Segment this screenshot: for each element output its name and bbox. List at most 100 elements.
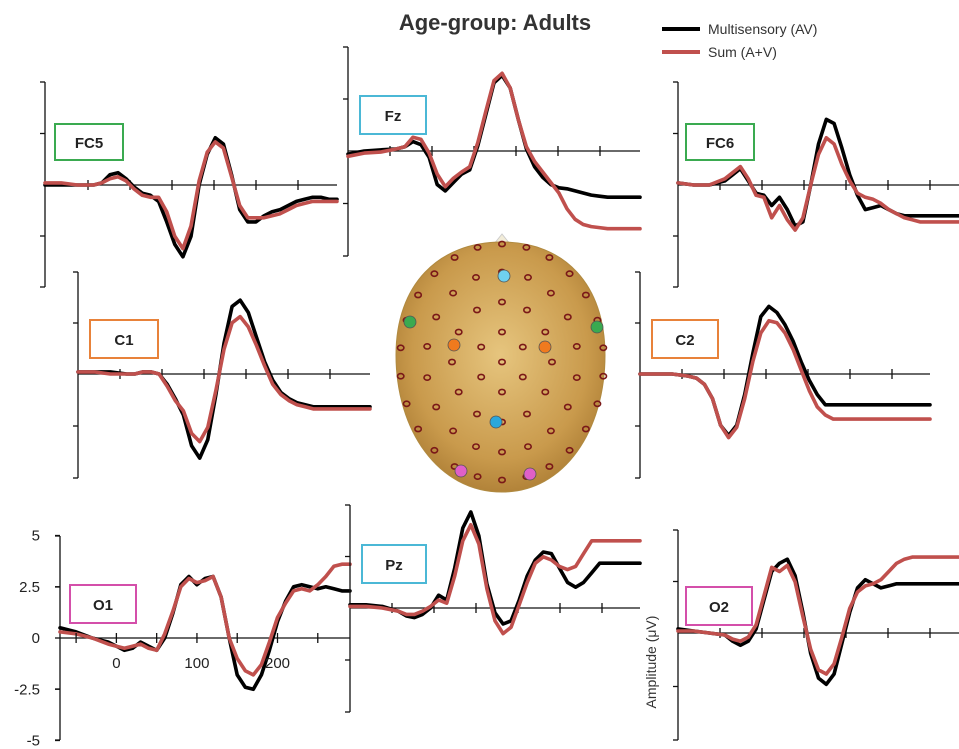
series-sum-line-pz [348,523,642,636]
electrode-dot [497,388,506,396]
electrode-dot [423,342,432,350]
electrode-dot [599,344,608,352]
electrode-dot [518,373,527,381]
y-axis-label: Amplitude (μV) [643,616,659,709]
electrode-label: Pz [385,557,403,574]
electrode-dot [396,344,405,352]
electrode-dot [572,342,581,350]
erp-panel-c1: C1 [73,271,372,479]
electrode-dot [454,388,463,396]
electrode-label: O1 [93,597,113,614]
electrode-dot [522,306,531,314]
electrode-dot [541,388,550,396]
y-tick-label: -5 [27,733,40,749]
electrode-dot [581,425,590,433]
legend-label-av: Multisensory (AV) [708,21,817,37]
electrode-dot [472,410,481,418]
series-sum-line-c2 [638,318,932,440]
electrode-dot [581,291,590,299]
erp-panel-o1: O1 [55,535,352,741]
erp-panel-fc6: FC6 [673,81,959,288]
electrode-label-box [69,584,137,624]
electrode-dot [454,328,463,336]
electrode-dot [518,343,527,351]
electrode-label: FC6 [706,135,734,152]
electrode-dot [523,273,532,281]
electrode-dot [414,291,423,299]
series-av-line-pz [348,510,642,626]
head-electrode-map [395,233,608,493]
erp-panel-fc5: FC5 [40,81,339,288]
electrode-label: C1 [114,332,133,349]
electrode-dot [565,446,574,454]
electrode-label-box [54,123,124,161]
erp-panel-fz: Fz [343,46,642,257]
series-sum-line-fz [346,71,642,231]
electrode-label-box [651,319,719,359]
electrode-dot [472,306,481,314]
electrode-dot [449,427,458,435]
electrode-dot [432,403,441,411]
electrode-pz-dot [489,415,503,429]
electrode-o1-dot [454,464,468,478]
electrode-dot [449,289,458,297]
series-sum-line-o1 [58,562,352,677]
series-av-line-o2 [676,557,959,687]
electrode-label: O2 [709,599,729,616]
electrode-fz-dot [497,269,511,283]
electrode-dot [430,270,439,278]
x-tick-label: 200 [265,655,290,672]
electrode-fc5-dot [403,315,417,329]
electrode-dot [423,374,432,381]
x-tick-label: 100 [184,655,209,672]
electrode-label-box [685,123,755,161]
electrode-o2-dot [523,467,537,481]
electrode-label-box [361,544,427,584]
electrode-dot [396,372,405,380]
electrode-dot [497,298,506,306]
y-tick-label: 5 [32,528,40,545]
erp-panels: FC5 Fz FC6 C1 C2 O1 Pz O2 5 2.5 0 -2.5 -5 0 100 200 [14,46,959,749]
electrode-dot [541,328,550,336]
electrode-dot [563,403,572,411]
series-sum-line-fc5 [43,140,339,251]
electrode-dot [572,374,581,381]
electrode-dot [447,358,456,366]
electrode-dot [414,425,423,433]
electrode-fc6-dot [590,320,604,334]
electrode-dot [545,254,554,261]
series-sum-line-c1 [76,314,372,444]
electrode-dot [546,427,555,435]
electrode-dot [450,254,459,261]
legend-label-sum: Sum (A+V) [708,44,777,60]
electrode-dot [599,372,608,380]
legend: Multisensory (AV) Sum (A+V) [662,21,817,60]
electrode-label: Fz [385,108,402,125]
electrode-dot [432,313,441,321]
series-sum-line-o2 [676,555,959,676]
electrode-dot [497,448,506,456]
y-tick-label: -2.5 [14,681,40,698]
electrode-dot [471,443,480,450]
electrode-label-box [359,95,427,135]
electrode-dot [477,373,486,381]
electrode-c1-dot [447,338,461,352]
electrode-label: C2 [675,332,694,349]
y-tick-label: 2.5 [19,579,40,596]
electrode-dot [402,400,411,408]
electrode-dots [396,240,608,484]
y-tick-label: 0 [32,630,40,647]
electrode-dot [473,473,482,480]
electrode-dot [497,328,506,336]
electrode-dot [593,400,602,408]
electrode-dot [546,289,555,297]
electrode-dot [522,243,531,251]
electrode-dot [473,243,482,251]
erp-panel-o2: O2 [673,529,959,741]
x-tick-label: 0 [112,655,120,672]
electrode-dot [523,443,532,450]
electrode-dot [497,240,506,248]
o1-tick-labels: 5 2.5 0 -2.5 -5 0 100 200 [14,528,319,749]
electrode-dot [430,446,439,454]
